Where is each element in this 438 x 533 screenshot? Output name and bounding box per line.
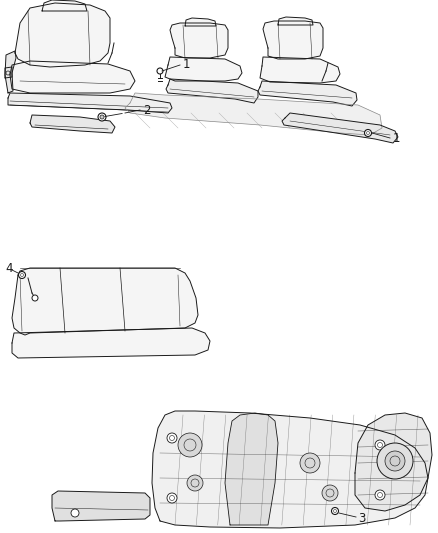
Polygon shape bbox=[282, 113, 398, 143]
Polygon shape bbox=[42, 0, 87, 11]
Polygon shape bbox=[15, 3, 110, 67]
Polygon shape bbox=[30, 115, 115, 133]
Polygon shape bbox=[12, 268, 198, 335]
Polygon shape bbox=[5, 51, 16, 93]
Circle shape bbox=[100, 115, 104, 119]
Circle shape bbox=[375, 440, 385, 450]
Polygon shape bbox=[185, 18, 216, 26]
Circle shape bbox=[18, 271, 25, 279]
Polygon shape bbox=[165, 57, 242, 81]
Circle shape bbox=[377, 443, 413, 479]
Polygon shape bbox=[12, 328, 210, 358]
Circle shape bbox=[167, 433, 177, 443]
Circle shape bbox=[167, 493, 177, 503]
Polygon shape bbox=[152, 411, 428, 528]
Text: 1: 1 bbox=[393, 133, 400, 146]
Circle shape bbox=[187, 475, 203, 491]
Circle shape bbox=[364, 130, 371, 136]
Polygon shape bbox=[258, 81, 357, 106]
Polygon shape bbox=[125, 93, 382, 135]
Text: 4: 4 bbox=[5, 262, 13, 274]
Polygon shape bbox=[260, 57, 340, 83]
Circle shape bbox=[71, 509, 79, 517]
Polygon shape bbox=[52, 491, 150, 521]
Polygon shape bbox=[170, 23, 228, 58]
Polygon shape bbox=[355, 413, 432, 511]
Polygon shape bbox=[8, 93, 172, 113]
Circle shape bbox=[32, 295, 38, 301]
Polygon shape bbox=[10, 61, 135, 93]
Circle shape bbox=[157, 68, 163, 74]
Circle shape bbox=[332, 507, 339, 514]
Circle shape bbox=[98, 113, 106, 121]
Circle shape bbox=[322, 485, 338, 501]
Polygon shape bbox=[225, 413, 278, 525]
Circle shape bbox=[300, 453, 320, 473]
Polygon shape bbox=[166, 79, 258, 103]
Circle shape bbox=[178, 433, 202, 457]
Polygon shape bbox=[263, 21, 323, 59]
Text: 3: 3 bbox=[358, 512, 365, 524]
Circle shape bbox=[375, 490, 385, 500]
Polygon shape bbox=[278, 17, 313, 25]
Text: 2: 2 bbox=[143, 103, 151, 117]
Text: 1: 1 bbox=[183, 58, 191, 70]
Circle shape bbox=[385, 451, 405, 471]
